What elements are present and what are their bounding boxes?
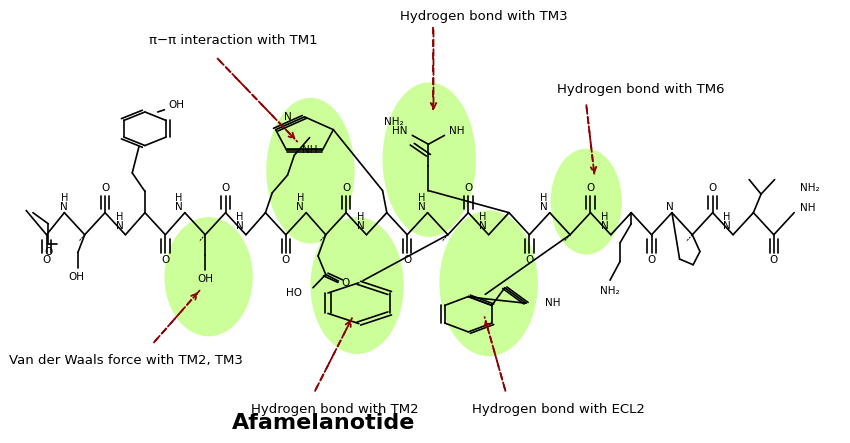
Text: H: H bbox=[116, 212, 123, 222]
Text: OH: OH bbox=[68, 272, 84, 282]
Text: OH: OH bbox=[168, 101, 184, 110]
Text: NH: NH bbox=[800, 203, 816, 213]
Text: O: O bbox=[709, 183, 717, 194]
Text: NH₂: NH₂ bbox=[800, 183, 819, 194]
Text: N: N bbox=[284, 112, 292, 122]
Text: O: O bbox=[42, 255, 51, 265]
Text: H: H bbox=[601, 212, 609, 222]
Text: N: N bbox=[479, 221, 486, 231]
Text: O: O bbox=[222, 183, 230, 194]
Text: OH: OH bbox=[197, 274, 213, 284]
Text: N: N bbox=[297, 202, 304, 212]
Text: Hydrogen bond with TM3: Hydrogen bond with TM3 bbox=[400, 10, 567, 23]
Text: H: H bbox=[723, 212, 731, 222]
Text: Hydrogen bond with ECL2: Hydrogen bond with ECL2 bbox=[472, 403, 644, 416]
Text: NH₂: NH₂ bbox=[384, 117, 404, 127]
Text: Hydrogen bond with TM2: Hydrogen bond with TM2 bbox=[251, 403, 419, 416]
Text: O: O bbox=[281, 255, 290, 265]
Text: H: H bbox=[175, 193, 183, 203]
Text: NH: NH bbox=[449, 126, 464, 136]
Text: Van der Waals force with TM2, TM3: Van der Waals force with TM2, TM3 bbox=[9, 354, 243, 367]
Text: NH: NH bbox=[545, 298, 560, 308]
Text: O: O bbox=[525, 255, 534, 265]
Text: N: N bbox=[60, 202, 68, 212]
Text: H: H bbox=[357, 212, 364, 222]
Text: N: N bbox=[601, 221, 609, 231]
Text: H: H bbox=[418, 193, 425, 203]
Text: H: H bbox=[540, 193, 547, 203]
Text: H: H bbox=[236, 212, 244, 222]
Text: O: O bbox=[769, 255, 778, 265]
Text: N: N bbox=[357, 221, 365, 231]
Text: O: O bbox=[403, 255, 411, 265]
Text: NH: NH bbox=[302, 145, 317, 155]
Text: Afamelanotide: Afamelanotide bbox=[231, 413, 415, 433]
Text: H: H bbox=[297, 193, 304, 203]
Ellipse shape bbox=[266, 98, 354, 244]
Text: H: H bbox=[479, 212, 486, 222]
Text: N: N bbox=[723, 221, 731, 231]
Ellipse shape bbox=[439, 210, 538, 356]
Text: O: O bbox=[342, 183, 350, 194]
Text: O: O bbox=[44, 247, 53, 257]
Text: π−π interaction with TM1: π−π interaction with TM1 bbox=[150, 34, 318, 47]
Text: O: O bbox=[586, 183, 595, 194]
Text: O: O bbox=[162, 255, 169, 265]
Text: Hydrogen bond with TM6: Hydrogen bond with TM6 bbox=[557, 82, 724, 96]
Text: N: N bbox=[116, 221, 123, 231]
Text: O: O bbox=[464, 183, 473, 194]
Text: N: N bbox=[666, 202, 673, 212]
Ellipse shape bbox=[165, 217, 252, 336]
Text: O: O bbox=[648, 255, 655, 265]
Ellipse shape bbox=[310, 217, 404, 354]
Text: O: O bbox=[101, 183, 109, 194]
Text: N: N bbox=[540, 202, 547, 212]
Text: HN: HN bbox=[392, 126, 407, 136]
Text: N: N bbox=[236, 221, 244, 231]
Text: O: O bbox=[341, 278, 349, 288]
Text: N: N bbox=[417, 202, 426, 212]
Ellipse shape bbox=[382, 82, 476, 237]
Text: H: H bbox=[60, 193, 68, 203]
Text: NH₂: NH₂ bbox=[600, 286, 620, 296]
Ellipse shape bbox=[551, 149, 622, 255]
Text: N: N bbox=[175, 202, 183, 212]
Text: HO: HO bbox=[286, 288, 302, 299]
